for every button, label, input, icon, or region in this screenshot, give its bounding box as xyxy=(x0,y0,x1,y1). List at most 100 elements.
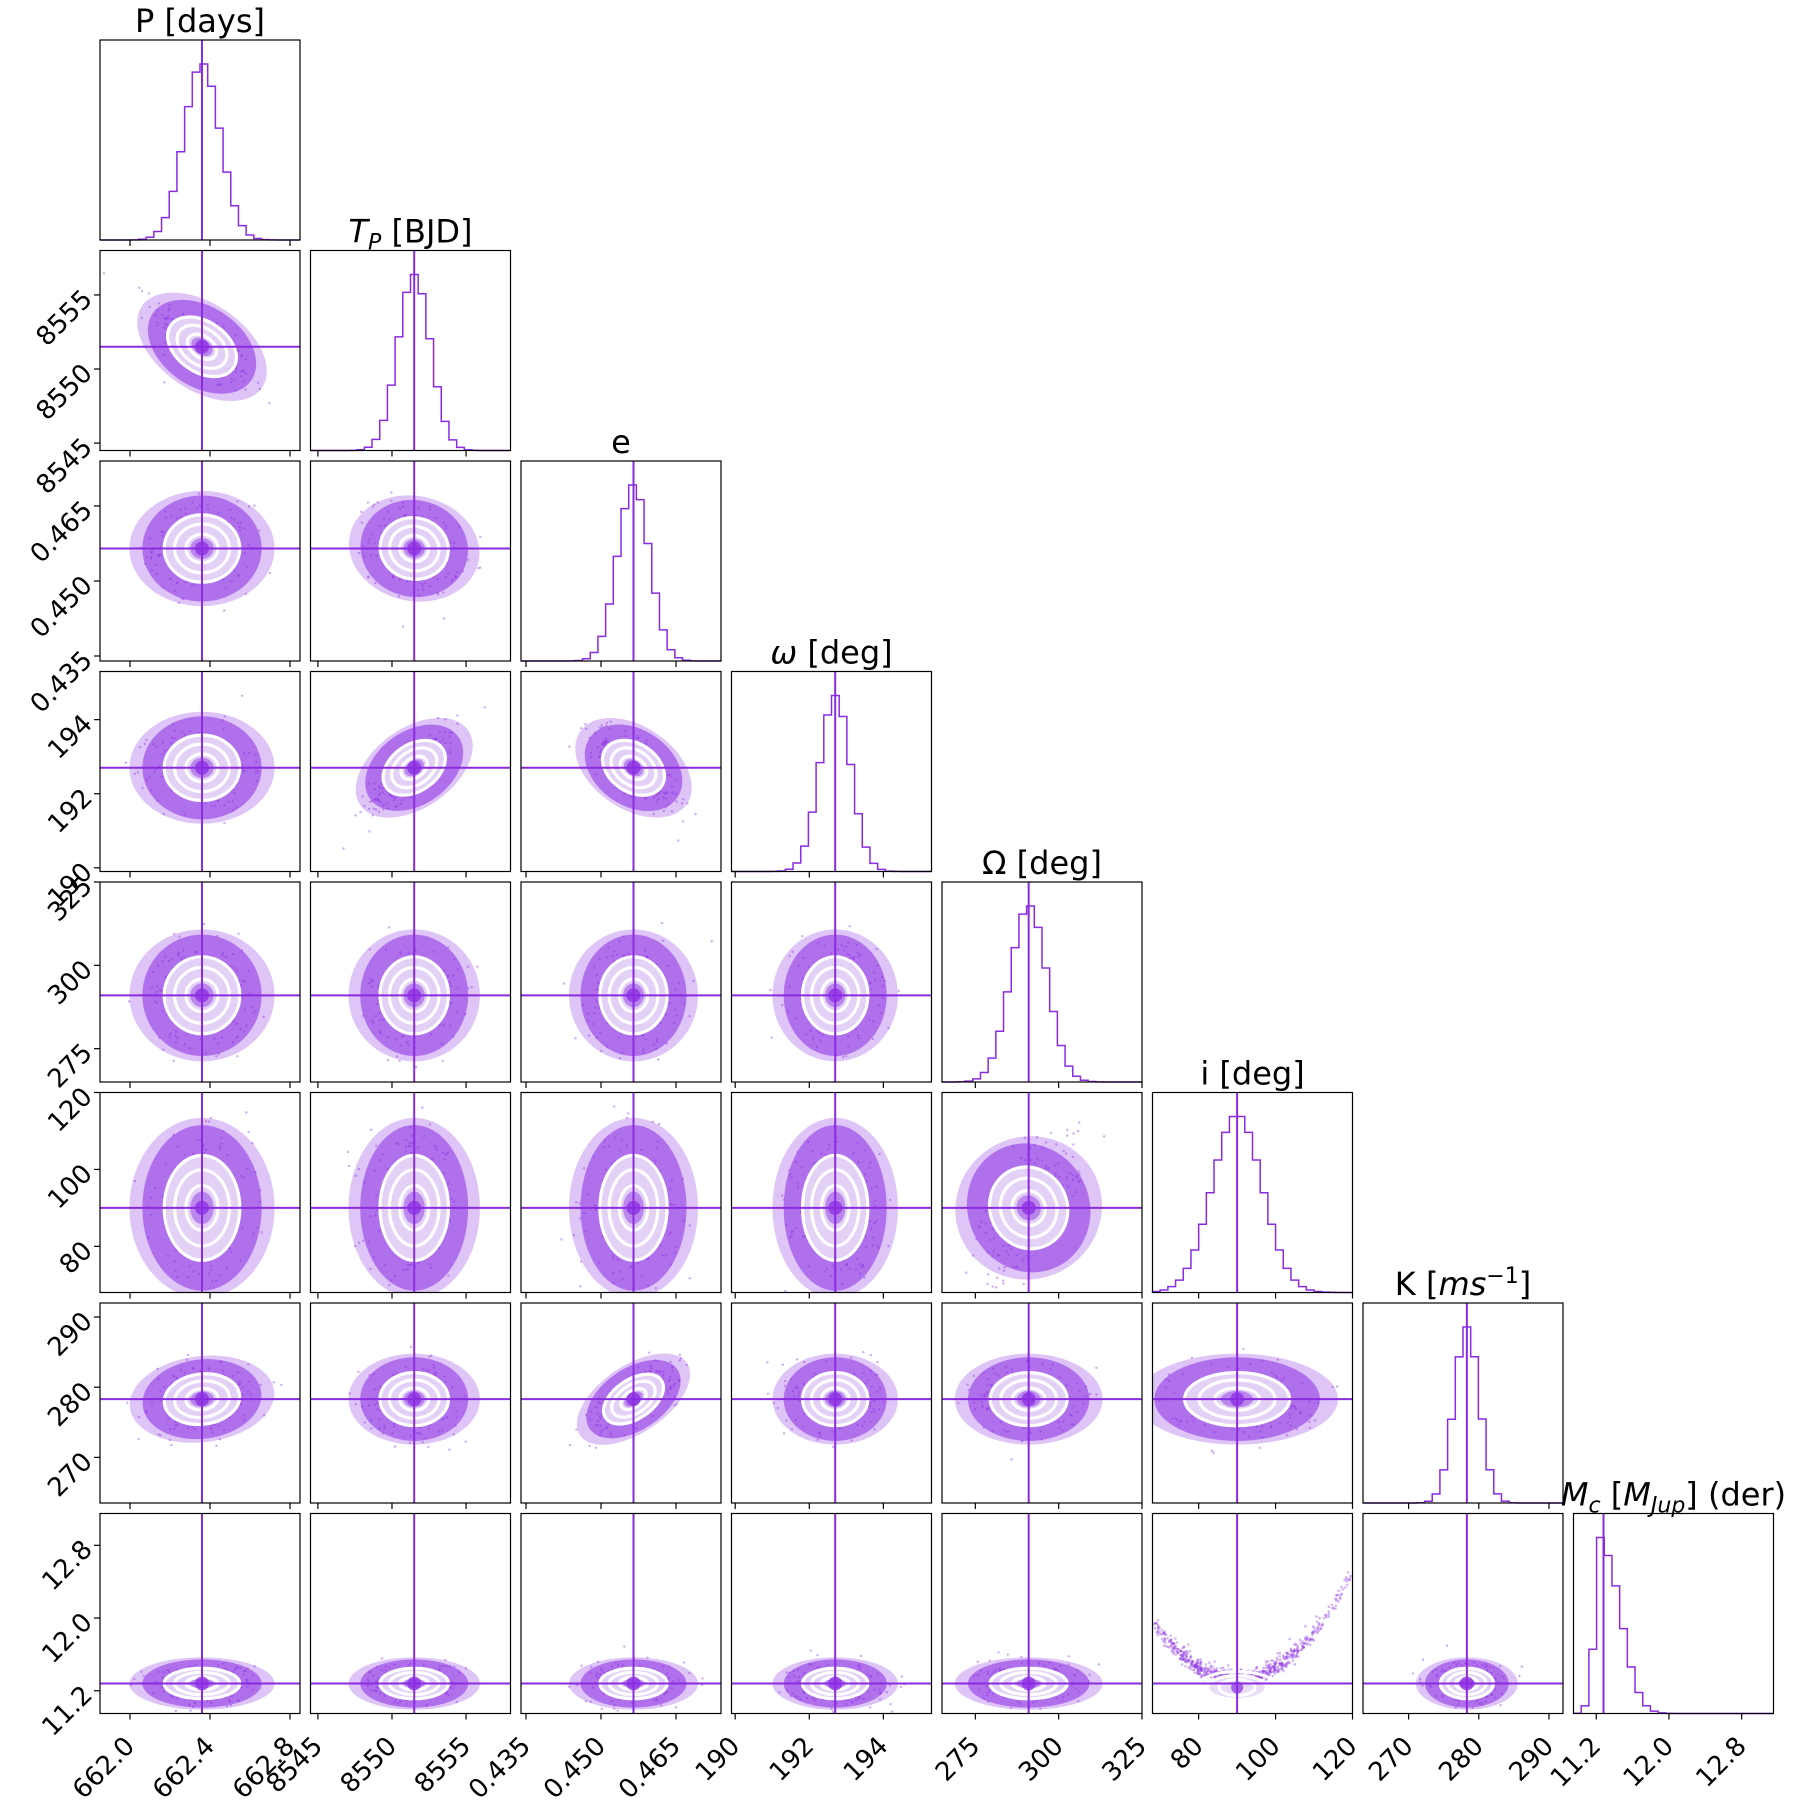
scatter-cloud xyxy=(1152,1303,1353,1503)
panel-frame xyxy=(941,1302,1143,1504)
scatter-panel xyxy=(309,1302,512,1504)
scatter-panel xyxy=(99,249,301,452)
contour xyxy=(175,323,229,370)
histogram-panel: i [deg] xyxy=(1151,1055,1354,1294)
histogram-panel: K [ms−1] xyxy=(1362,1264,1564,1504)
scatter-panel xyxy=(99,670,301,873)
panel-frame xyxy=(1362,1302,1564,1504)
scatter-cloud xyxy=(310,671,511,872)
scatter-cloud xyxy=(100,461,300,661)
contour xyxy=(998,1176,1059,1240)
x-tick-label: 325 xyxy=(1097,1731,1153,1787)
histogram-panel: Ω [deg] xyxy=(941,844,1143,1083)
x-tick-label: 190 xyxy=(690,1731,746,1787)
scatter-panel xyxy=(941,1302,1143,1504)
panel-frame xyxy=(730,670,933,873)
contour xyxy=(184,1386,220,1412)
x-tick-label: 120 xyxy=(1307,1731,1363,1787)
panel-frame xyxy=(520,1512,722,1715)
scatter-panel xyxy=(730,1512,933,1715)
panel-frame xyxy=(941,1091,1143,1294)
scatter-cloud xyxy=(310,1303,511,1503)
panel-frame xyxy=(99,249,301,452)
y-tick-label: 275 xyxy=(42,1038,98,1094)
scatter-cloud xyxy=(731,1092,932,1293)
scatter-panel xyxy=(309,1091,512,1294)
panel-frame xyxy=(99,39,301,241)
panel-title: Ω [deg] xyxy=(982,844,1102,882)
panel-frame xyxy=(1151,1091,1354,1294)
histogram-step xyxy=(731,694,932,873)
panel-frame xyxy=(309,249,512,452)
scatter-cloud xyxy=(100,1513,300,1714)
x-tick-label: 662.4 xyxy=(147,1731,221,1805)
panel-frame xyxy=(520,460,722,662)
panel-title: TP [BJD] xyxy=(349,213,473,256)
histogram-step xyxy=(1151,1115,1354,1294)
scatter-panel xyxy=(520,670,722,873)
scatter-cloud xyxy=(1363,1513,1563,1714)
contour xyxy=(1010,1188,1047,1227)
panel-title: P [days] xyxy=(135,2,265,40)
panel-frame xyxy=(520,670,722,873)
x-tick-label: 8555 xyxy=(409,1731,477,1799)
histogram-panel: Mc [MJup] (der) xyxy=(1561,1476,1786,1715)
x-tick-label: 12.0 xyxy=(1618,1731,1680,1793)
scatter-panel xyxy=(941,1091,1143,1294)
panel-title: Mc [MJup] (der) xyxy=(1561,1476,1786,1519)
panel-frame xyxy=(730,881,933,1083)
y-tick-label: 194 xyxy=(42,709,98,765)
contour xyxy=(173,1379,231,1420)
scatter-cloud xyxy=(731,1303,932,1503)
histogram-panel: P [days] xyxy=(99,2,301,241)
y-tick-label: 11.2 xyxy=(36,1680,98,1742)
panel-frame xyxy=(520,881,722,1083)
scatter-cloud xyxy=(521,1303,721,1503)
y-tick-label: 290 xyxy=(42,1306,98,1362)
y-tick-label: 100 xyxy=(42,1159,98,1215)
y-tick-label: 8555 xyxy=(31,284,99,352)
y-tick-label: 12.8 xyxy=(36,1535,98,1597)
scatter-cloud xyxy=(310,1513,511,1714)
scatter-cloud xyxy=(310,461,511,661)
panel-frame xyxy=(99,881,301,1083)
contour xyxy=(390,746,439,790)
contour xyxy=(619,1386,648,1412)
panel-frame xyxy=(99,460,301,662)
scatter-panel xyxy=(99,881,301,1083)
panel-frame xyxy=(309,881,512,1083)
scatter-panel xyxy=(941,1512,1143,1715)
panel-frame xyxy=(309,1302,512,1504)
histogram-panel: e xyxy=(520,423,722,662)
scatter-panel xyxy=(730,1302,933,1504)
panel-title: i [deg] xyxy=(1200,1055,1304,1093)
panel-frame xyxy=(1151,1302,1354,1504)
panel-frame xyxy=(309,670,512,873)
scatter-panel xyxy=(520,1302,722,1504)
scatter-cloud xyxy=(100,1303,300,1503)
histogram-panel: ω [deg] xyxy=(730,634,933,873)
scatter-panel xyxy=(1362,1512,1564,1715)
panel-frame xyxy=(730,1091,933,1294)
x-tick-label: 11.2 xyxy=(1545,1731,1607,1793)
scatter-panel xyxy=(309,881,512,1083)
scatter-panel xyxy=(99,460,301,662)
scatter-cloud xyxy=(731,882,932,1082)
scatter-panel xyxy=(520,881,722,1083)
y-tick-label: 192 xyxy=(42,783,98,839)
scatter-panel xyxy=(309,1512,512,1715)
panel-frame xyxy=(309,1091,512,1294)
scatter-panel xyxy=(309,670,512,873)
scatter-cloud xyxy=(731,1513,932,1714)
panel-frame xyxy=(99,670,301,873)
y-tick-label: 8545 xyxy=(31,432,99,500)
x-tick-label: 280 xyxy=(1433,1731,1489,1787)
scatter-panel xyxy=(99,1091,301,1294)
scatter-panel xyxy=(1151,1302,1354,1504)
y-tick-label: 0.435 xyxy=(25,645,99,719)
x-tick-label: 194 xyxy=(838,1731,894,1787)
x-tick-label: 662.0 xyxy=(67,1731,141,1805)
panel-frame xyxy=(941,1512,1143,1715)
scatter-cloud xyxy=(100,882,300,1082)
scatter-cloud xyxy=(942,1092,1142,1293)
